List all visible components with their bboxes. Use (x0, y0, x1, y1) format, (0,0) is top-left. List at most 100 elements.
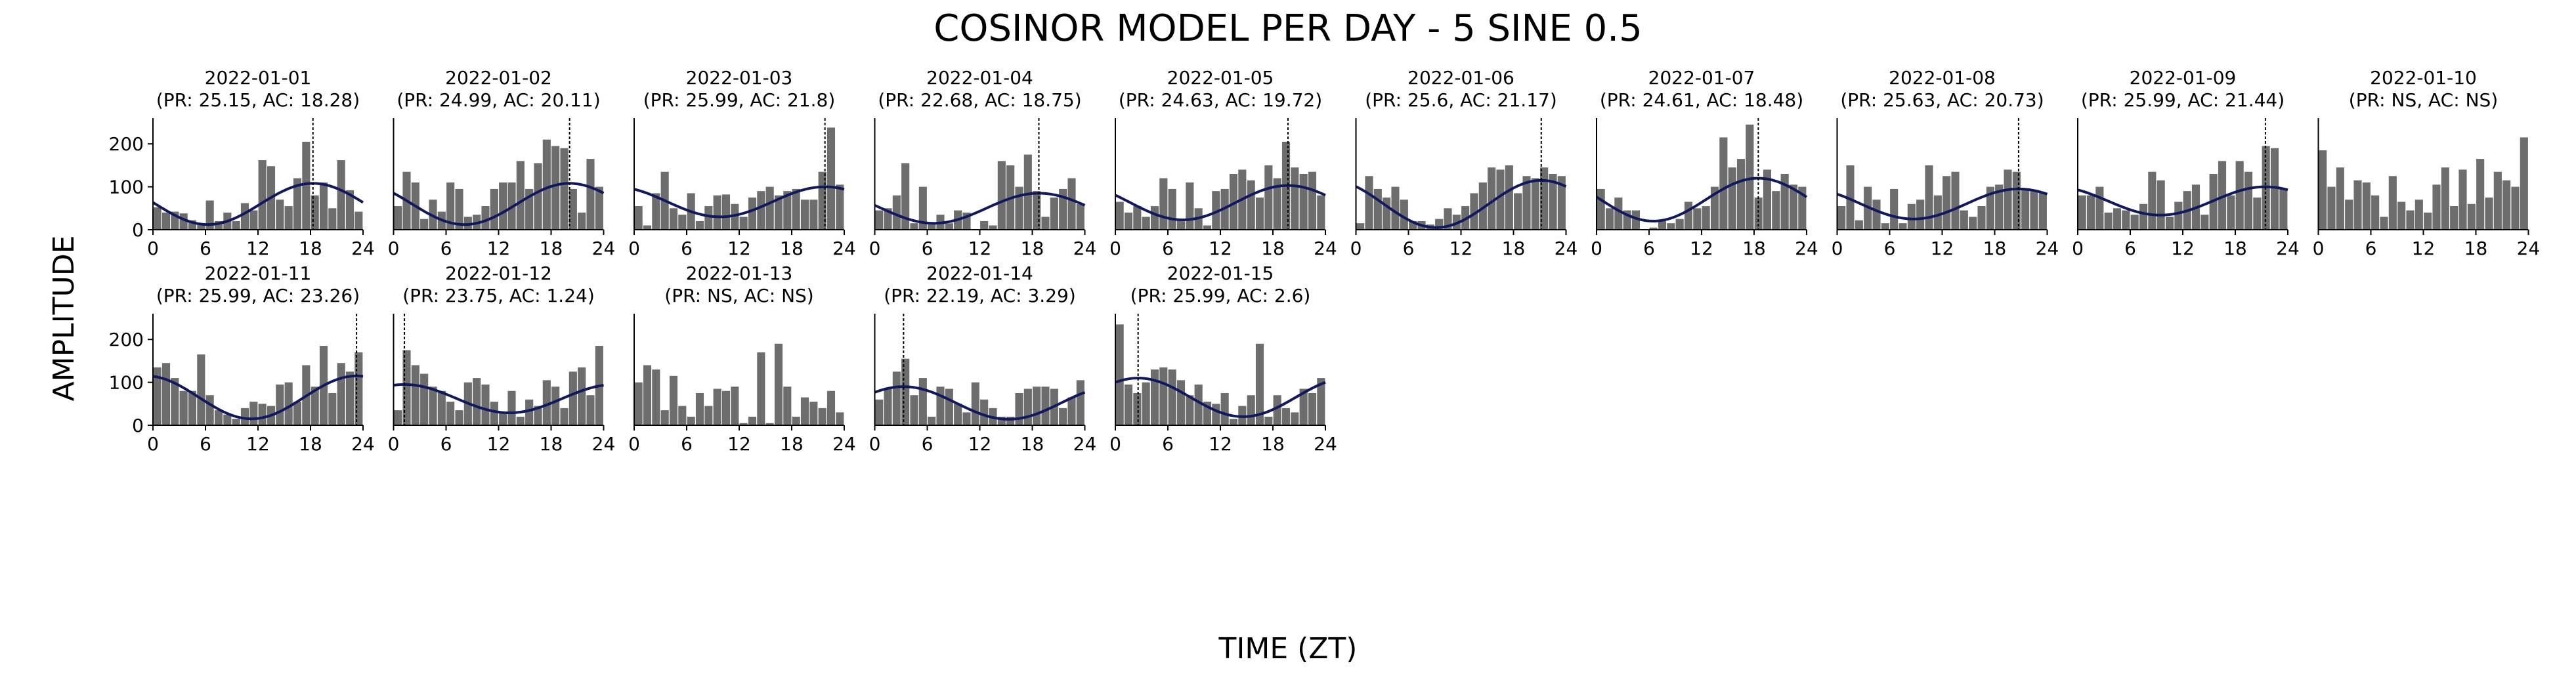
x-tick-label: 12 (246, 238, 270, 259)
data-bar (516, 416, 525, 425)
data-bar (2441, 167, 2449, 230)
data-bar (1846, 165, 1855, 230)
data-bar (1023, 154, 1032, 230)
data-bar (1391, 186, 1400, 230)
panel-date: 2022-01-03 (686, 67, 793, 89)
x-tick-label: 12 (487, 433, 511, 455)
data-bar (2353, 180, 2362, 230)
data-bar (2458, 169, 2467, 230)
data-bar (455, 188, 463, 230)
x-tick-label: 0 (1350, 238, 1362, 259)
data-bar (1605, 208, 1614, 230)
data-bar (1789, 184, 1798, 230)
data-bar (945, 389, 953, 425)
data-bar (560, 148, 569, 230)
data-bar (249, 210, 258, 230)
figure-title: COSINOR MODEL PER DAY - 5 SINE 0.5 (934, 7, 1642, 50)
data-bar (2095, 186, 2104, 230)
data-bar (2078, 195, 2086, 230)
x-tick-label: 0 (869, 433, 881, 455)
x-tick-label: 18 (299, 433, 322, 455)
data-bar (328, 208, 337, 230)
panel-stats: (PR: 23.75, AC: 1.24) (402, 285, 595, 306)
data-bar (328, 392, 337, 425)
data-bar (800, 397, 809, 425)
data-bar (1273, 178, 1281, 230)
x-tick-label: 18 (2464, 238, 2488, 259)
panel: 2022-01-04(PR: 22.68, AC: 18.75) 0 6 12 18 24 (869, 67, 1097, 259)
data-bar (1041, 387, 1050, 425)
data-bar (1247, 395, 1255, 425)
x-tick-label: 6 (922, 433, 934, 455)
data-bar (1308, 392, 1317, 425)
x-tick-label: 0 (1832, 238, 1843, 259)
data-bar (774, 343, 783, 425)
panel: 2022-01-05(PR: 24.63, AC: 19.72) 0 6 12 18 24 (1109, 67, 1337, 259)
data-bar (1041, 217, 1050, 230)
x-tick-label: 0 (1109, 433, 1121, 455)
x-tick-label: 18 (780, 433, 804, 455)
data-bar (1159, 367, 1168, 425)
data-bar (1933, 195, 1942, 230)
data-bar (910, 395, 918, 425)
data-bar (1023, 389, 1032, 425)
data-bar (1317, 195, 1325, 230)
data-bar (901, 358, 910, 425)
data-bar (311, 387, 319, 425)
data-bar (643, 365, 652, 425)
panel-date: 2022-01-01 (205, 67, 312, 89)
x-tick-label: 0 (1109, 238, 1121, 259)
data-bar (1557, 176, 1566, 230)
x-tick-label: 12 (1449, 238, 1473, 259)
data-bar (551, 387, 560, 425)
data-bar (2004, 169, 2012, 230)
data-bar (1299, 389, 1308, 425)
data-bar (1383, 197, 1391, 230)
data-bar (2148, 171, 2157, 230)
data-bar (765, 186, 774, 230)
data-bar (1916, 200, 1925, 230)
data-bar (1067, 178, 1076, 230)
data-bar (1649, 227, 1658, 230)
data-bar (171, 378, 179, 425)
data-bar (918, 378, 927, 425)
data-bar (783, 387, 792, 425)
x-tick-label: 24 (1073, 238, 1097, 259)
data-bar (240, 408, 249, 425)
data-bar (499, 182, 507, 230)
fit-curve (633, 185, 845, 219)
data-bar (2157, 180, 2165, 230)
data-bar (1133, 392, 1142, 425)
data-bar (687, 416, 695, 425)
data-bar (809, 200, 818, 230)
data-bar (1470, 193, 1478, 230)
panel-stats: (PR: NS, AC: NS) (2349, 89, 2498, 111)
data-bar (669, 208, 678, 230)
data-bar (928, 223, 936, 230)
x-tick-label: 24 (592, 433, 616, 455)
data-bar (1995, 184, 2004, 230)
x-tick-label: 18 (1021, 433, 1044, 455)
fit-curve (152, 182, 364, 226)
data-bar (945, 223, 953, 230)
data-bar (1505, 165, 1513, 230)
panel-date: 2022-01-06 (1407, 67, 1514, 89)
data-bar (420, 373, 429, 425)
data-bar (1124, 384, 1133, 425)
data-bar (1977, 206, 1986, 230)
x-tick-label: 24 (1314, 238, 1337, 259)
data-bar (1855, 220, 1863, 230)
data-bar (1186, 182, 1194, 230)
data-bar (1076, 203, 1084, 230)
panel: 2022-01-15(PR: 25.99, AC: 2.6) 0 6 12 18 24 (1109, 263, 1337, 455)
x-tick-label: 12 (1690, 238, 1713, 259)
data-bar (731, 387, 739, 425)
data-bar (1960, 210, 1968, 230)
x-tick-label: 12 (2412, 238, 2436, 259)
data-bar (1667, 223, 1675, 230)
data-bar (1124, 212, 1133, 230)
y-tick-label: 0 (132, 415, 144, 436)
data-bar (446, 402, 455, 425)
data-bar (1291, 167, 1299, 230)
data-bar (188, 390, 197, 425)
